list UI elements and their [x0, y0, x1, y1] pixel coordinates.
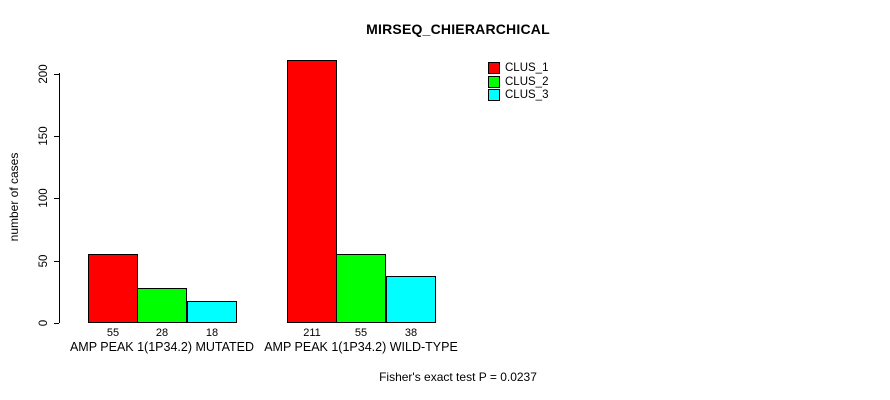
legend-swatch-icon — [488, 89, 500, 101]
legend-item: CLUS_2 — [488, 75, 549, 88]
bar-value-label: 38 — [404, 327, 418, 339]
legend-label: CLUS_3 — [505, 89, 549, 101]
bar-clus_1-group2 — [287, 60, 337, 323]
y-tick — [54, 323, 59, 324]
bar-value-label: 55 — [354, 327, 368, 339]
y-axis-title: number of cases — [7, 152, 21, 242]
fisher-test-annotation: Fisher's exact test P = 0.0237 — [379, 370, 537, 384]
legend-swatch-icon — [488, 62, 500, 74]
bar-clus_1-group1 — [88, 254, 138, 323]
bar-value-label: 211 — [303, 327, 321, 339]
legend: CLUS_1 CLUS_2 CLUS_3 — [488, 62, 548, 101]
legend-item: CLUS_1 — [488, 62, 548, 74]
bar-value-label: 18 — [205, 327, 219, 339]
y-axis-line — [59, 73, 60, 323]
legend-swatch-icon — [488, 75, 500, 88]
x-axis-group-label: AMP PEAK 1(1P34.2) MUTATED — [69, 340, 255, 354]
y-tick — [54, 74, 59, 75]
y-tick-label: 50 — [38, 254, 50, 268]
bar-value-label: 55 — [106, 327, 120, 339]
legend-label: CLUS_2 — [505, 75, 549, 88]
bar-clus_2-group2 — [336, 254, 386, 323]
y-tick — [54, 261, 59, 262]
y-tick-label: 150 — [38, 126, 50, 146]
bar-clus_3-group1 — [187, 301, 237, 323]
legend-item: CLUS_3 — [488, 89, 548, 101]
y-tick — [54, 136, 59, 137]
bar-clus_2-group1 — [137, 288, 187, 323]
y-tick-label: 200 — [38, 64, 50, 84]
bar-value-label: 28 — [155, 327, 169, 339]
y-tick-label: 0 — [38, 319, 50, 327]
y-tick — [54, 198, 59, 199]
chart-title: MIRSEQ_CHIERARCHICAL — [366, 21, 550, 37]
legend-label: CLUS_1 — [505, 62, 549, 74]
x-axis-group-label: AMP PEAK 1(1P34.2) WILD-TYPE — [264, 340, 458, 354]
y-tick-label: 100 — [38, 188, 50, 208]
bar-clus_3-group2 — [386, 276, 436, 323]
